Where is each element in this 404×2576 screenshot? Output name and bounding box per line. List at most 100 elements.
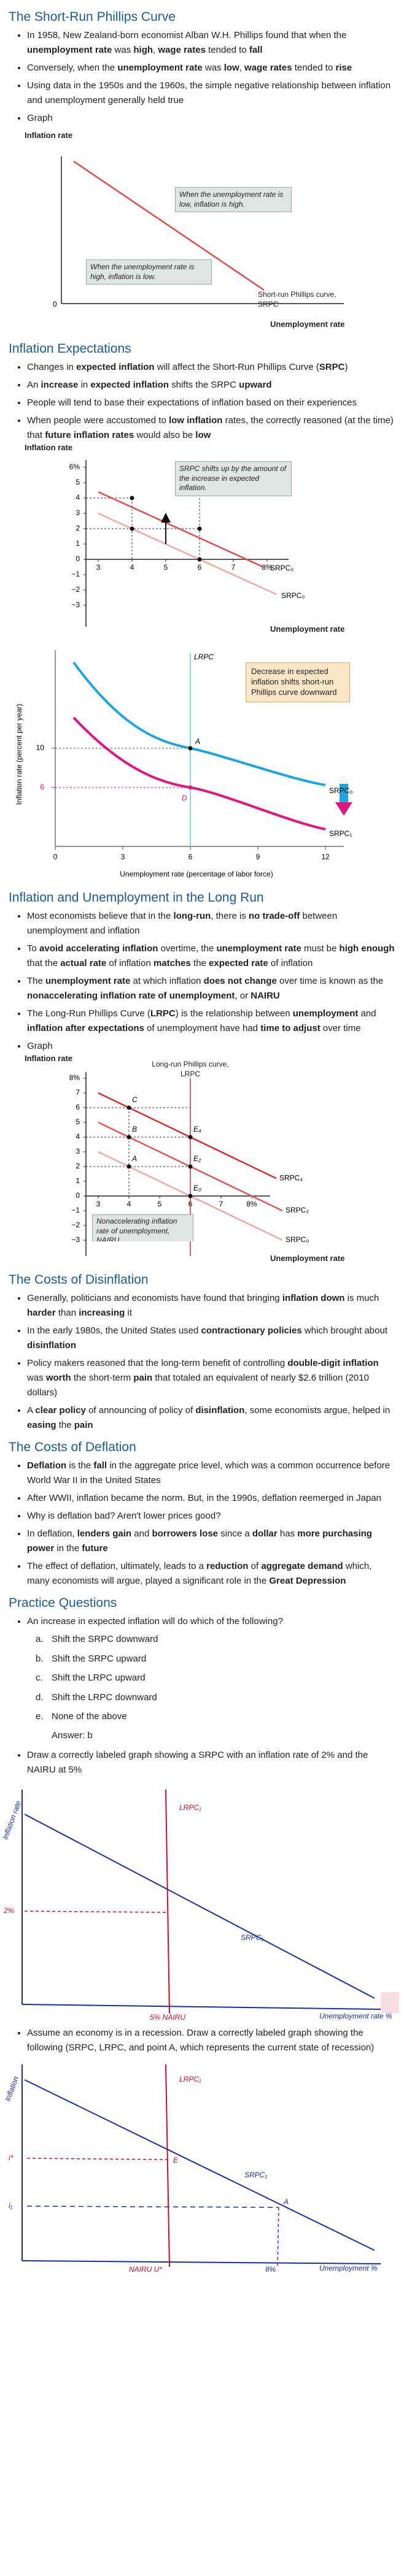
- curve-label: SRPC₁: [244, 2171, 267, 2179]
- curve-label: SRPC₄: [279, 1173, 303, 1182]
- option-text: Shift the LRPC downward: [52, 1692, 157, 1703]
- text: than: [55, 1308, 79, 1318]
- bullet: Conversely, when the unemployment rate w…: [27, 61, 395, 75]
- point: [197, 557, 202, 562]
- bold-text: wage rates: [244, 63, 292, 73]
- text: has: [277, 1528, 298, 1539]
- bold-text: unemployment rate: [27, 45, 112, 55]
- point: [126, 1135, 131, 1140]
- text: between unemployment and inflation: [27, 911, 338, 936]
- bold-text: unemployment rate: [117, 63, 203, 73]
- option-text: Shift the SRPC upward: [52, 1653, 147, 1664]
- lrpc-line: [165, 1789, 170, 2014]
- y-tick-label: 10: [36, 743, 45, 752]
- y-tick-label: 6: [40, 783, 44, 791]
- y-tick-label: 4: [76, 493, 80, 502]
- text: the: [56, 1420, 74, 1430]
- text: Policy makers reasoned that the long-ter…: [27, 1358, 288, 1368]
- x-tick-label: 12: [321, 853, 330, 861]
- text: , or: [235, 991, 251, 1001]
- bold-text: pain: [133, 1373, 153, 1383]
- text: After WWII, inflation became the norm. B…: [27, 1493, 381, 1503]
- text: In the early 1980s, the United States us…: [27, 1325, 201, 1336]
- bold-text: low: [223, 63, 239, 73]
- point: [126, 1164, 131, 1169]
- point-label: E₂: [193, 1154, 201, 1163]
- bullet: Why is deflation bad? Aren't lower price…: [27, 1509, 395, 1524]
- bullet: Generally, politicians and economists ha…: [27, 1291, 395, 1321]
- tick-label: 8%: [265, 2265, 276, 2273]
- bullet-list: Deflation is the fall in the aggregate p…: [9, 1459, 395, 1589]
- section-title: Inflation Expectations: [9, 342, 131, 356]
- y-tick-label: 5: [76, 478, 80, 486]
- guide: [24, 1910, 168, 1913]
- tick-label: i₁: [9, 2201, 13, 2210]
- text: since a: [218, 1528, 252, 1539]
- curve-label: SRPC₁: [329, 829, 352, 838]
- text: When people were accustomed to: [27, 415, 169, 426]
- bold-text: easing: [27, 1420, 56, 1430]
- option-marker: d.: [36, 1692, 44, 1703]
- bold-text: more purchasing power: [27, 1528, 372, 1554]
- y-tick-label: −2: [71, 585, 80, 594]
- bold-text: harder: [27, 1308, 56, 1318]
- bold-text: high enough: [339, 943, 395, 954]
- curve-label: LRPC₁: [179, 1803, 201, 1812]
- x-tick-label: 0: [53, 853, 58, 861]
- tick-label: i*: [9, 2153, 14, 2162]
- y-tick-label: 2: [76, 1162, 80, 1170]
- bold-text: expected inflation: [76, 362, 155, 372]
- text: is the: [66, 1460, 94, 1471]
- text: The effect of deflation, ultimately, lea…: [27, 1561, 207, 1571]
- srpc0-curve: [98, 512, 277, 596]
- option-marker: a.: [36, 1634, 44, 1644]
- bullet: Changes in expected inflation will affec…: [27, 360, 395, 375]
- srpc2-curve: [98, 491, 265, 569]
- note: Decrease in expected inflation shifts sh…: [246, 662, 350, 702]
- axis: [21, 2003, 381, 2010]
- point: [126, 1105, 131, 1110]
- text: would also be: [134, 430, 196, 440]
- text: To: [27, 943, 40, 954]
- axis-title: Unemployment rate: [270, 320, 345, 329]
- text: rates, the correctly reasoned (at the ti…: [27, 415, 394, 440]
- bullet: An increase in expected inflation will d…: [27, 1614, 395, 1743]
- axis-title: Inflation rate: [25, 1054, 73, 1063]
- bullet: A clear policy of announcing of policy o…: [27, 1403, 395, 1433]
- point-label: D: [182, 794, 187, 802]
- curve-label: SRPC₁: [241, 1933, 263, 1942]
- bold-text: pain: [74, 1420, 93, 1430]
- y-tick-label: 3: [76, 1147, 80, 1156]
- note: When the unemployment rate is low, infla…: [175, 187, 292, 213]
- bullet: Assume an economy is in a recession. Dra…: [3, 2026, 395, 2273]
- label: 0: [53, 300, 57, 309]
- bullet: In deflation, lenders gain and borrowers…: [27, 1527, 395, 1556]
- curve-label: Long-run Phillips curve, LRPC: [152, 1060, 228, 1078]
- note: Decrease in expected inflation shifts sh…: [246, 662, 350, 702]
- bold-text: reduction: [206, 1561, 249, 1571]
- note: SRPC shifts up by the amount of the incr…: [175, 461, 292, 496]
- text: The Long-Run Phillips Curve (: [27, 1008, 150, 1019]
- text: A: [27, 1405, 36, 1416]
- bullet: The Long-Run Phillips Curve (LRPC) is th…: [27, 1006, 395, 1036]
- y-tick-label: 8%: [69, 1073, 80, 1082]
- axis-title: Unemployment rate: [270, 624, 344, 634]
- text: that totaled an equivalent of nearly $2.…: [27, 1373, 369, 1398]
- text: An increase in expected inflation will d…: [27, 1616, 283, 1627]
- x-tick-label: 7: [219, 1200, 223, 1208]
- bullet: Draw a correctly labeled graph showing a…: [1, 1748, 399, 2023]
- answer: Answer: b: [52, 1730, 93, 1741]
- y-tick-label: −1: [71, 570, 80, 578]
- marker: [381, 1991, 399, 2013]
- text: Assume an economy is in a recession. Dra…: [27, 2027, 375, 2053]
- point-label: A: [195, 737, 200, 746]
- option-text: Shift the LRPC upward: [52, 1673, 146, 1683]
- bullet: Most economists believe that in the long…: [27, 909, 395, 938]
- bold-text: dollar: [252, 1528, 278, 1539]
- text: Changes in: [27, 362, 77, 372]
- option: b. Shift the SRPC upward: [36, 1651, 395, 1667]
- text: Why is deflation bad? Aren't lower price…: [27, 1511, 221, 1521]
- text: Draw a correctly labeled graph showing a…: [27, 1749, 368, 1775]
- bold-text: low: [195, 430, 211, 440]
- text: of unemployment have had: [144, 1023, 261, 1033]
